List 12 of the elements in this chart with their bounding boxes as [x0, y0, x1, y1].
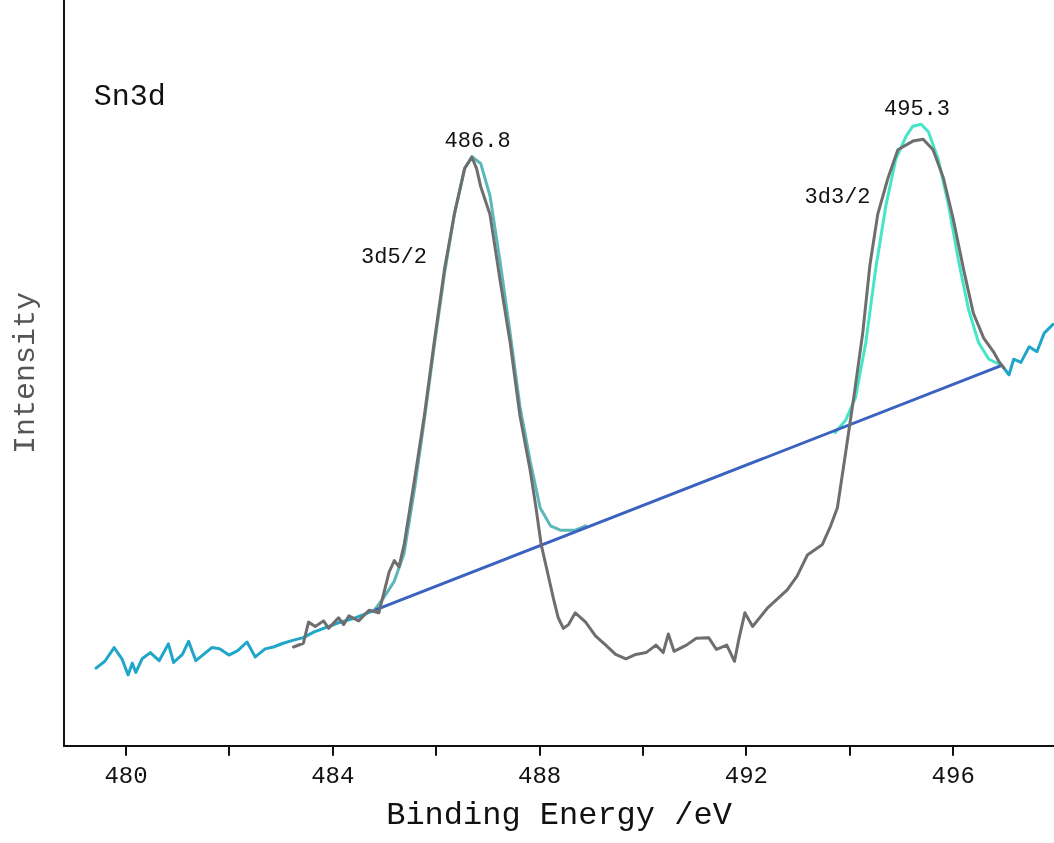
annotation: 495.3: [883, 97, 951, 123]
annotation: 3d5/2: [361, 244, 428, 270]
y-axis-title: Intensity: [8, 291, 43, 454]
text: Sn3d: [93, 79, 166, 114]
x-tick-label: 488: [518, 762, 562, 790]
x-tick-label: 484: [311, 762, 355, 790]
annotation: 486.8: [444, 129, 511, 155]
x-tick-label: 492: [724, 762, 769, 790]
x-axis-title: Binding Energy /eV: [386, 797, 733, 835]
x-tick-label: 480: [104, 762, 148, 790]
x-tick-label: 496: [931, 762, 975, 790]
annotation: 3d3/2: [804, 185, 871, 211]
